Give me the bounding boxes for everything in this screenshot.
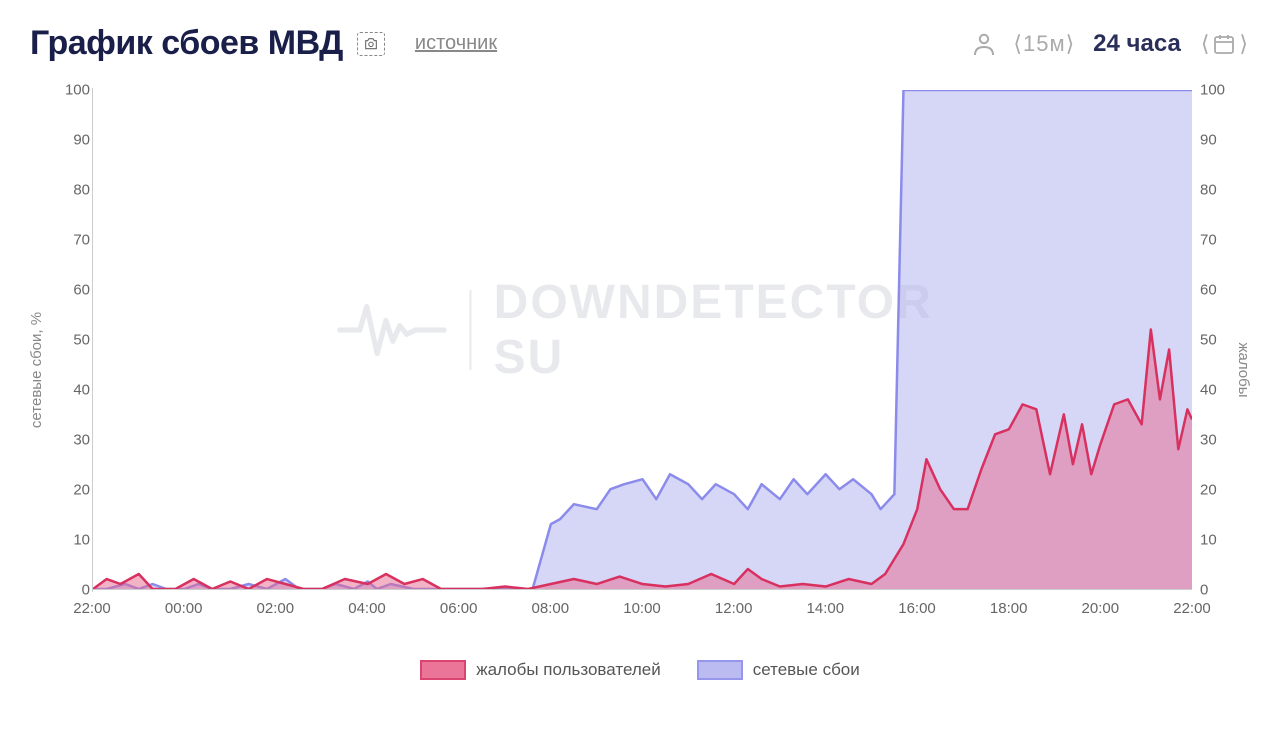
y-tick-right: 30	[1200, 432, 1228, 449]
y-tick-left: 10	[62, 532, 90, 549]
y-tick-left: 100	[62, 82, 90, 99]
y-tick-left: 80	[62, 182, 90, 199]
y-tick-left: 20	[62, 482, 90, 499]
y-tick-right: 60	[1200, 282, 1228, 299]
page-title: График сбоев МВД	[30, 24, 343, 63]
chart: сетевые сбои, % жалобы DOWNDETECTOR SU ж…	[30, 90, 1250, 650]
x-tick: 04:00	[348, 600, 386, 617]
legend-swatch	[420, 660, 466, 680]
x-tick: 16:00	[898, 600, 936, 617]
y-tick-left: 70	[62, 232, 90, 249]
x-tick: 10:00	[623, 600, 661, 617]
x-tick: 14:00	[807, 600, 845, 617]
y-axis-left-label: сетевые сбои, %	[28, 312, 45, 428]
header: График сбоев МВД источник ⟨15м⟩ 24 часа …	[0, 0, 1280, 73]
legend-label: жалобы пользователей	[476, 660, 660, 680]
y-tick-left: 90	[62, 132, 90, 149]
y-axis-right-label: жалобы	[1235, 342, 1252, 397]
legend: жалобы пользователей сетевые сбои	[30, 660, 1250, 680]
y-tick-left: 40	[62, 382, 90, 399]
y-tick-right: 10	[1200, 532, 1228, 549]
y-tick-right: 0	[1200, 582, 1228, 599]
x-tick: 20:00	[1082, 600, 1120, 617]
plot-area: DOWNDETECTOR SU	[92, 90, 1192, 590]
y-tick-right: 50	[1200, 332, 1228, 349]
x-tick: 02:00	[257, 600, 295, 617]
calendar-icon[interactable]	[1213, 33, 1235, 55]
y-tick-right: 100	[1200, 82, 1228, 99]
prev-button[interactable]: ⟨	[1199, 31, 1212, 57]
source-link[interactable]: источник	[415, 32, 497, 55]
camera-icon	[363, 37, 379, 51]
x-tick: 22:00	[1173, 600, 1211, 617]
y-tick-left: 60	[62, 282, 90, 299]
x-tick: 08:00	[532, 600, 570, 617]
x-tick: 12:00	[715, 600, 753, 617]
range-label: 24 часа	[1093, 30, 1181, 58]
screenshot-button[interactable]	[357, 32, 385, 56]
legend-item-network[interactable]: сетевые сбои	[697, 660, 860, 680]
y-tick-left: 0	[62, 582, 90, 599]
chart-svg	[93, 90, 1192, 589]
y-tick-right: 70	[1200, 232, 1228, 249]
x-tick: 18:00	[990, 600, 1028, 617]
x-tick: 22:00	[73, 600, 111, 617]
legend-label: сетевые сбои	[753, 660, 860, 680]
y-tick-right: 90	[1200, 132, 1228, 149]
y-tick-right: 40	[1200, 382, 1228, 399]
y-tick-right: 80	[1200, 182, 1228, 199]
next-button[interactable]: ⟩	[1237, 31, 1250, 57]
legend-swatch	[697, 660, 743, 680]
calendar-nav: ⟨ ⟩	[1199, 31, 1250, 57]
interval-selector[interactable]: ⟨15м⟩	[1013, 31, 1075, 57]
header-controls: ⟨15м⟩ 24 часа ⟨ ⟩	[973, 30, 1250, 58]
legend-item-complaints[interactable]: жалобы пользователей	[420, 660, 660, 680]
y-tick-left: 30	[62, 432, 90, 449]
user-icon[interactable]	[973, 32, 995, 56]
x-tick: 06:00	[440, 600, 478, 617]
y-tick-right: 20	[1200, 482, 1228, 499]
x-tick: 00:00	[165, 600, 203, 617]
y-tick-left: 50	[62, 332, 90, 349]
